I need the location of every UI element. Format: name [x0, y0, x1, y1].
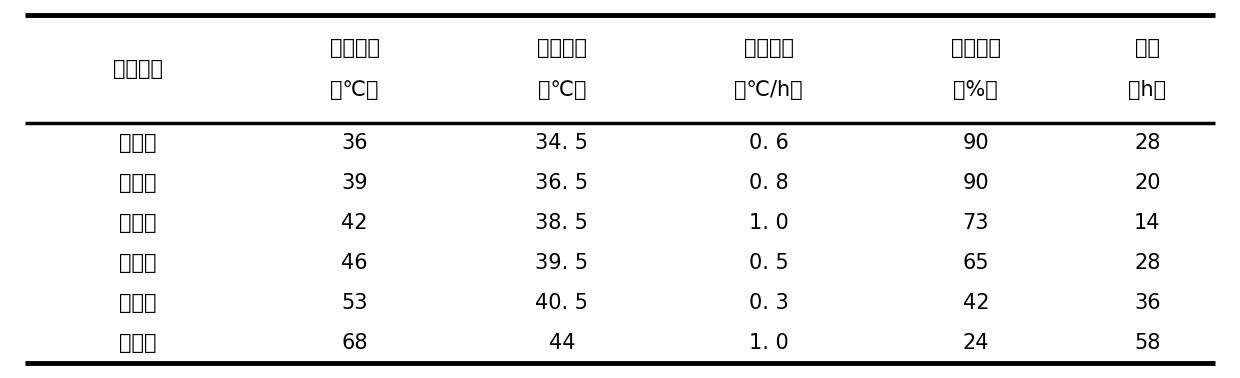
- Text: 时间: 时间: [1135, 38, 1159, 58]
- Text: 36: 36: [1133, 293, 1161, 313]
- Text: 第二段: 第二段: [119, 173, 156, 193]
- Text: 第四段: 第四段: [119, 253, 156, 273]
- Text: 0. 8: 0. 8: [749, 173, 789, 193]
- Text: 20: 20: [1135, 173, 1161, 193]
- Text: 升温速率: 升温速率: [744, 38, 794, 58]
- Text: 相对湿度: 相对湿度: [951, 38, 1001, 58]
- Text: 1. 0: 1. 0: [749, 213, 789, 233]
- Text: （℃）: （℃）: [331, 80, 379, 100]
- Text: 42: 42: [962, 293, 990, 313]
- Text: 34. 5: 34. 5: [536, 133, 588, 153]
- Text: 36: 36: [341, 133, 368, 153]
- Text: 第一段: 第一段: [119, 133, 156, 153]
- Text: 39: 39: [341, 173, 368, 193]
- Text: 24: 24: [962, 333, 990, 353]
- Text: （℃）: （℃）: [537, 80, 587, 100]
- Text: 42: 42: [341, 213, 368, 233]
- Text: 第六段: 第六段: [119, 333, 156, 353]
- Text: 28: 28: [1135, 133, 1161, 153]
- Text: 68: 68: [341, 333, 368, 353]
- Text: 58: 58: [1135, 333, 1161, 353]
- Text: 40. 5: 40. 5: [536, 293, 588, 313]
- Text: （℃/h）: （℃/h）: [734, 80, 804, 100]
- Text: 干球温度: 干球温度: [330, 38, 379, 58]
- Text: 第三段: 第三段: [119, 213, 156, 233]
- Text: 28: 28: [1135, 253, 1161, 273]
- Text: 0. 3: 0. 3: [749, 293, 789, 313]
- Text: 73: 73: [962, 213, 990, 233]
- Text: 1. 0: 1. 0: [749, 333, 789, 353]
- Text: 53: 53: [341, 293, 368, 313]
- Text: 90: 90: [962, 173, 990, 193]
- Text: 36. 5: 36. 5: [536, 173, 588, 193]
- Text: 46: 46: [341, 253, 368, 273]
- Text: 44: 44: [548, 333, 575, 353]
- Text: 65: 65: [962, 253, 990, 273]
- Text: （h）: （h）: [1128, 80, 1167, 100]
- Text: （%）: （%）: [954, 80, 998, 100]
- Text: 39. 5: 39. 5: [536, 253, 588, 273]
- Text: 0. 5: 0. 5: [749, 253, 789, 273]
- Text: 0. 6: 0. 6: [749, 133, 789, 153]
- Text: 38. 5: 38. 5: [536, 213, 588, 233]
- Text: 90: 90: [962, 133, 990, 153]
- Text: 烘烤阶段: 烘烤阶段: [113, 59, 162, 79]
- Text: 14: 14: [1135, 213, 1161, 233]
- Text: 第五段: 第五段: [119, 293, 156, 313]
- Text: 湿球温度: 湿球温度: [537, 38, 587, 58]
